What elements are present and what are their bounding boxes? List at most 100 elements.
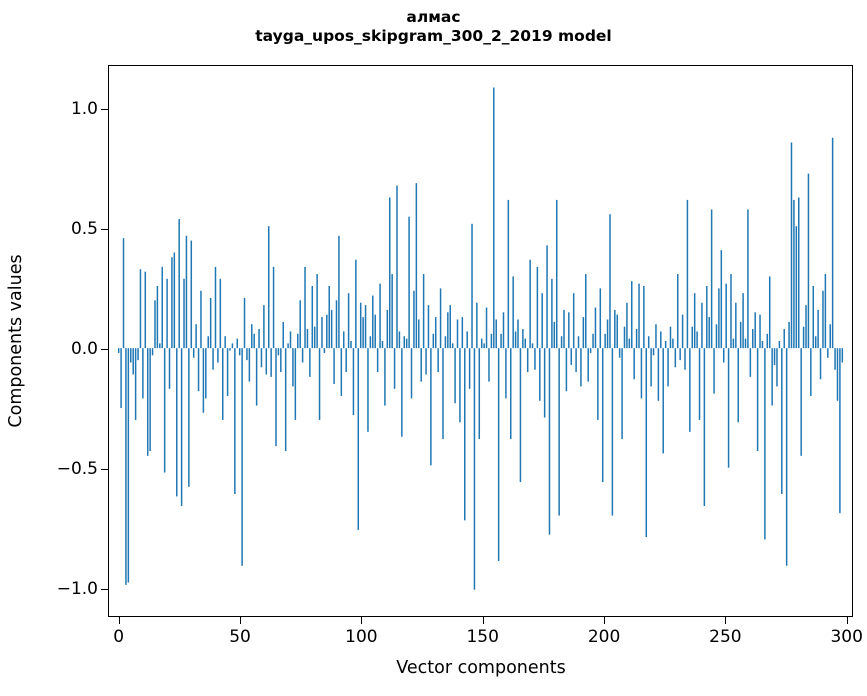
bar	[219, 278, 222, 349]
bar	[408, 216, 410, 349]
bar	[422, 274, 425, 349]
y-tick	[101, 349, 109, 351]
x-tick	[240, 616, 242, 624]
bar	[459, 348, 461, 423]
bar	[628, 338, 631, 349]
bar	[243, 297, 246, 349]
bar	[807, 173, 810, 349]
bar	[776, 348, 778, 387]
chart-title-model: tayga_upos_skipgram_300_2_2019 model	[255, 27, 612, 45]
bar	[466, 331, 468, 349]
bar	[788, 321, 790, 349]
bar	[391, 274, 393, 349]
bar	[350, 341, 352, 349]
y-tick-label: −1.0	[56, 579, 98, 600]
bar	[778, 341, 781, 349]
bar	[691, 326, 694, 349]
bar	[601, 348, 604, 483]
bar	[718, 288, 720, 349]
bar	[313, 326, 316, 349]
x-tick-label: 100	[345, 627, 378, 647]
bar	[282, 321, 284, 349]
bar	[159, 343, 161, 349]
bar	[461, 317, 464, 349]
bar	[722, 348, 725, 363]
bar	[689, 348, 691, 432]
bar	[747, 209, 749, 349]
bar	[372, 295, 374, 349]
bar	[381, 341, 384, 349]
bar	[594, 307, 597, 349]
bar	[335, 300, 338, 349]
bar	[817, 309, 819, 349]
y-tick	[101, 109, 109, 111]
bar	[280, 348, 282, 373]
bar	[517, 319, 519, 349]
bar	[209, 297, 212, 349]
x-tick-label: 50	[229, 627, 251, 647]
bar	[650, 348, 652, 387]
bar	[790, 142, 793, 349]
y-tick	[101, 229, 109, 231]
bar	[132, 348, 134, 375]
bar	[621, 348, 623, 440]
bar	[449, 305, 451, 349]
x-tick-label: 250	[709, 627, 742, 647]
bar	[739, 321, 742, 349]
bar	[609, 214, 611, 349]
bar	[505, 348, 507, 399]
bar	[255, 348, 258, 406]
bar	[214, 266, 217, 349]
bar	[231, 343, 234, 349]
x-axis-label: Vector components	[396, 658, 566, 678]
bar	[708, 317, 710, 349]
bar	[251, 324, 253, 349]
bar	[676, 274, 679, 349]
bar	[362, 317, 364, 349]
bar	[396, 185, 398, 349]
bar	[674, 348, 677, 368]
bar	[577, 336, 580, 349]
bar	[759, 314, 761, 349]
x-tick	[725, 616, 727, 624]
bar	[306, 329, 309, 349]
bar	[357, 348, 360, 530]
bar	[766, 333, 769, 349]
bar	[168, 348, 171, 389]
bar	[645, 348, 648, 538]
bar	[720, 250, 723, 349]
bar	[190, 240, 193, 349]
bar	[497, 348, 500, 561]
bar	[304, 266, 306, 349]
bar	[703, 348, 706, 506]
bar	[125, 348, 127, 585]
chart-title-word: алмас	[406, 8, 461, 26]
bar	[146, 348, 149, 456]
bar	[294, 348, 297, 420]
bar	[234, 348, 236, 495]
bar	[316, 274, 318, 349]
bar	[289, 331, 292, 349]
bar-series	[117, 87, 844, 590]
x-tick	[604, 616, 606, 624]
bar	[546, 245, 548, 349]
bar	[292, 348, 294, 387]
bar	[768, 276, 771, 349]
bar	[434, 317, 437, 349]
bar	[444, 336, 447, 349]
bar	[841, 348, 844, 363]
bar	[514, 331, 517, 349]
bar	[166, 278, 168, 349]
bar	[510, 348, 512, 440]
bar	[684, 348, 686, 370]
bar	[178, 219, 180, 349]
bar	[798, 197, 800, 349]
bar	[536, 266, 539, 349]
bar	[180, 348, 183, 506]
bar	[241, 348, 243, 566]
bar	[657, 348, 660, 401]
bar	[173, 252, 176, 349]
bar	[565, 348, 568, 392]
bar	[386, 309, 389, 349]
